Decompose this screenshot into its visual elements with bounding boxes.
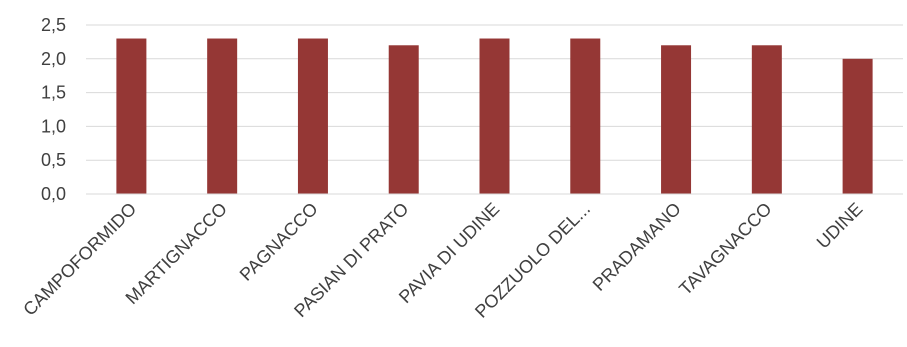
bar — [842, 58, 873, 194]
y-axis-tick-labels: 0,0 0,5 1,0 1,5 2,0 2,5 — [41, 15, 66, 204]
y-tick-label: 1,5 — [41, 83, 66, 103]
bars — [116, 38, 873, 194]
x-category-label: UDINE — [813, 199, 867, 253]
bar — [570, 38, 601, 194]
x-category-label: PRADAMANO — [589, 199, 685, 295]
bar — [207, 38, 238, 194]
x-category-label: TAVAGNACCO — [675, 199, 775, 299]
y-tick-label: 2,0 — [41, 49, 66, 69]
x-category-label: PAGNACCO — [236, 199, 322, 285]
bar — [297, 38, 328, 194]
bar — [116, 38, 147, 194]
y-tick-label: 0,0 — [41, 184, 66, 204]
y-tick-label: 0,5 — [41, 150, 66, 170]
bar — [388, 45, 419, 194]
x-category-label: CAMPOFORMIDO — [19, 199, 140, 320]
y-tick-label: 1,0 — [41, 116, 66, 136]
x-category-label: MARTIGNACCO — [122, 199, 231, 308]
bar — [661, 45, 692, 194]
bar — [751, 45, 782, 194]
bar — [479, 38, 510, 194]
y-tick-label: 2,5 — [41, 15, 66, 35]
